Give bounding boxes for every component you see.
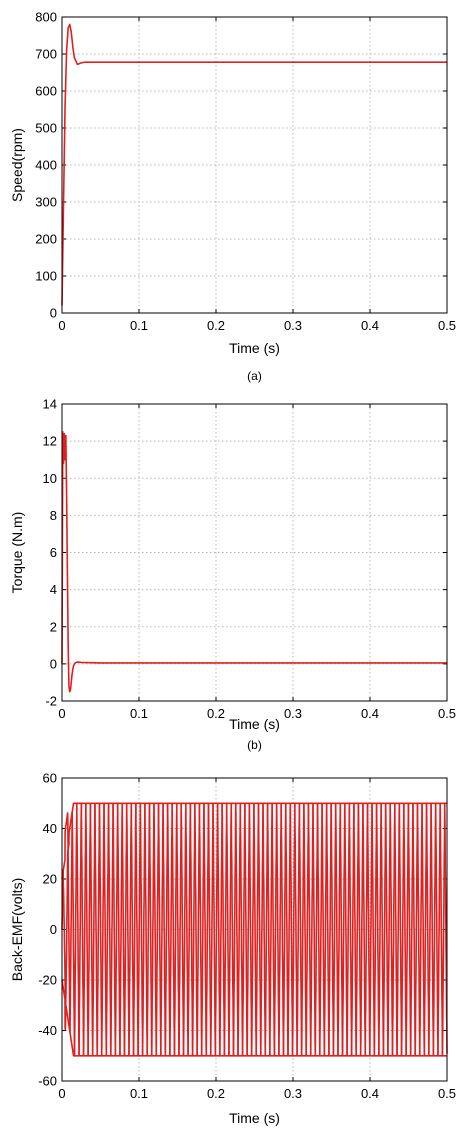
y-tick-label: 200 (35, 232, 57, 247)
x-tick-label: 0.2 (207, 318, 225, 333)
chart-panel-3: 0 0.1 0.2 0.3 0.4 0.5 -60 -40 -20 0 20 40 60 Time (s)… (9, 771, 456, 1127)
x-tick-label: 0.1 (130, 1086, 148, 1101)
y-tick-label: -40 (38, 1023, 57, 1038)
y-tick-label: 700 (35, 47, 57, 62)
x-axis-label: Time (s) (229, 1110, 280, 1126)
y-axis-label: Torque (N.m) (9, 512, 25, 594)
x-tick-label: 0.3 (284, 706, 302, 721)
plot-frame (61, 16, 448, 314)
y-tick-label: 300 (35, 195, 57, 210)
x-tick-label: 0 (58, 318, 65, 333)
panel-caption: (b) (247, 738, 262, 752)
x-tick-label: 0.3 (284, 1086, 302, 1101)
x-tick-label: 0 (58, 706, 65, 721)
series-line (61, 23, 447, 306)
y-tick-label: 400 (35, 158, 57, 173)
x-tick-label: 0.3 (284, 318, 302, 333)
y-axis-label: Back-EMF(volts) (9, 878, 25, 981)
x-tick-label: 0.4 (361, 706, 379, 721)
y-tick-label: 2 (50, 619, 57, 634)
y-axis-label: Speed(rpm) (9, 128, 25, 202)
y-tick-label: 6 (50, 545, 57, 560)
y-tick-label: 8 (50, 508, 57, 523)
x-tick-label: 0.5 (438, 1086, 456, 1101)
y-tick-label: 0 (50, 656, 57, 671)
y-tick-label: -2 (45, 694, 57, 709)
y-tick-label: 40 (43, 821, 57, 836)
x-tick-label: 0.4 (361, 1086, 379, 1101)
y-tick-label: 14 (43, 397, 57, 412)
x-axis-label: Time (s) (229, 716, 280, 732)
x-tick-label: 0 (58, 1086, 65, 1101)
chart-panel-1: 0 0.1 0.2 0.3 0.4 0.5 0 100 200 300 400 500 600 700 80… (9, 10, 456, 384)
y-tick-label: -20 (38, 973, 57, 988)
y-tick-label: 600 (35, 84, 57, 99)
x-tick-label: 0.2 (207, 706, 225, 721)
x-tick-label: 0.5 (438, 706, 456, 721)
y-tick-label: 60 (43, 771, 57, 786)
y-tick-label: 500 (35, 121, 57, 136)
x-tick-label: 0.5 (438, 318, 456, 333)
y-tick-label: 10 (43, 471, 57, 486)
y-tick-label: 0 (50, 306, 57, 321)
x-tick-label: 0.1 (130, 318, 148, 333)
series-line (61, 431, 447, 693)
panel-caption: (a) (247, 369, 262, 383)
y-tick-label: 20 (43, 872, 57, 887)
series-line-phase-3 (61, 802, 448, 1057)
x-axis-label: Time (s) (229, 340, 280, 356)
plot-frame (61, 777, 448, 1082)
y-tick-label: 4 (50, 582, 57, 597)
y-tick-label: -60 (38, 1074, 57, 1089)
y-tick-label: 800 (35, 10, 57, 25)
y-tick-label: 100 (35, 269, 57, 284)
y-tick-label: 0 (50, 922, 57, 937)
x-tick-label: 0.4 (361, 318, 379, 333)
series-line-phase-2 (61, 802, 448, 1057)
y-tick-label: 12 (43, 434, 57, 449)
x-tick-label: 0.1 (130, 706, 148, 721)
plot-frame (61, 403, 448, 702)
x-tick-label: 0.2 (207, 1086, 225, 1101)
